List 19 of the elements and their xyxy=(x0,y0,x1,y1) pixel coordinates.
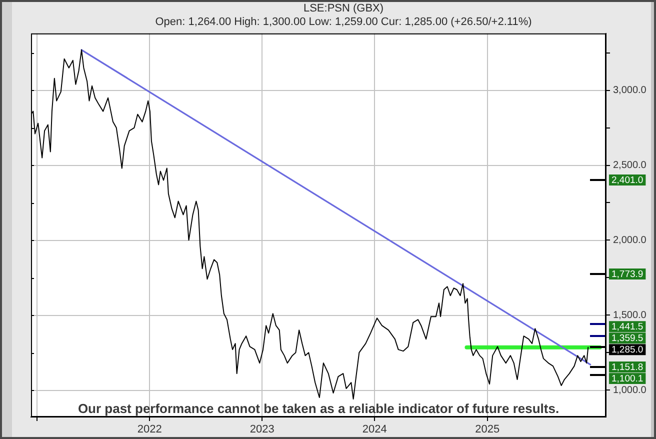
x-tick-label: 2023 xyxy=(250,424,274,436)
x-tick-label: 2024 xyxy=(362,424,387,436)
x-tick-label: 2022 xyxy=(137,424,162,436)
chart-title: LSE:PSN (GBX) xyxy=(303,2,384,15)
x-tick-label: 2025 xyxy=(475,424,500,436)
ref-line-label: 1,285.0 xyxy=(612,344,644,356)
chart-subtitle: Open: 1,264.00 High: 1,300.00 Low: 1,259.00 Cur: 1,285.00 (+26.50/+2.11%) xyxy=(155,16,532,28)
annotation: Our past performance cannot be taken as a reliable indicator of future results. xyxy=(78,401,560,416)
y-tick-label: 3,000.0 xyxy=(613,85,647,96)
y-tick-label: 2,500.0 xyxy=(613,160,647,172)
ref-line-label: 1,359.5 xyxy=(612,333,644,344)
y-tick-label: 1,000.0 xyxy=(613,384,647,396)
y-tick-label: 1,500.0 xyxy=(613,310,647,321)
ref-line-label: 2,401.0 xyxy=(612,175,644,186)
ref-line-label: 1,773.9 xyxy=(612,269,644,280)
ref-line-label: 1,441.5 xyxy=(612,322,644,333)
ref-line-label: 1,100.1 xyxy=(612,374,644,385)
y-tick-label: 2,000.0 xyxy=(613,234,647,246)
ref-line-label: 1,151.8 xyxy=(612,362,644,374)
